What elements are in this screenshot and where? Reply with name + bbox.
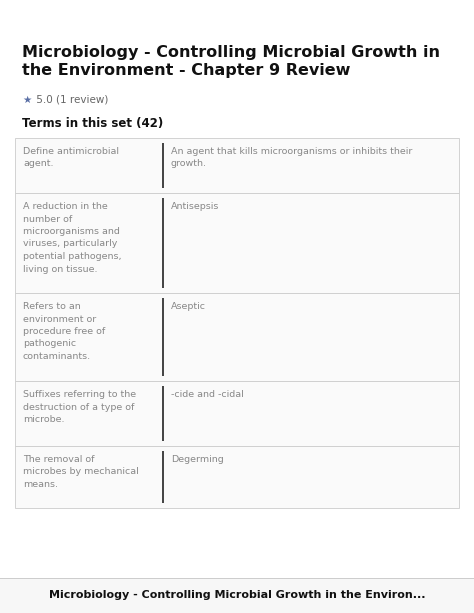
Text: Antisepsis: Antisepsis: [171, 202, 219, 211]
Bar: [15, 138, 459, 193]
Text: The removal of
microbes by mechanical
means.: The removal of microbes by mechanical me…: [23, 455, 139, 489]
Text: Define antimicrobial
agent.: Define antimicrobial agent.: [23, 147, 119, 169]
Text: Degerming: Degerming: [171, 455, 224, 464]
Text: -cide and -cidal: -cide and -cidal: [171, 390, 244, 399]
Text: A reduction in the
number of
microorganisms and
viruses, particularly
potential : A reduction in the number of microorgani…: [23, 202, 121, 273]
Text: ★: ★: [22, 95, 31, 105]
Text: Suffixes referring to the
destruction of a type of
microbe.: Suffixes referring to the destruction of…: [23, 390, 136, 424]
Text: Refers to an
environment or
procedure free of
pathogenic
contaminants.: Refers to an environment or procedure fr…: [23, 302, 105, 361]
Text: Microbiology - Controlling Microbial Growth in: Microbiology - Controlling Microbial Gro…: [22, 45, 440, 60]
Bar: [0, 578, 474, 613]
Text: An agent that kills microorganisms or inhibits their
growth.: An agent that kills microorganisms or in…: [171, 147, 412, 169]
Text: Terms in this set (42): Terms in this set (42): [22, 117, 163, 130]
Bar: [15, 193, 459, 293]
Text: 5.0 (1 review): 5.0 (1 review): [33, 95, 109, 105]
Text: Microbiology - Controlling Microbial Growth in the Environ...: Microbiology - Controlling Microbial Gro…: [49, 590, 425, 601]
Bar: [15, 293, 459, 381]
Text: the Environment - Chapter 9 Review: the Environment - Chapter 9 Review: [22, 63, 350, 78]
Bar: [15, 446, 459, 508]
Bar: [15, 381, 459, 446]
Text: Aseptic: Aseptic: [171, 302, 206, 311]
